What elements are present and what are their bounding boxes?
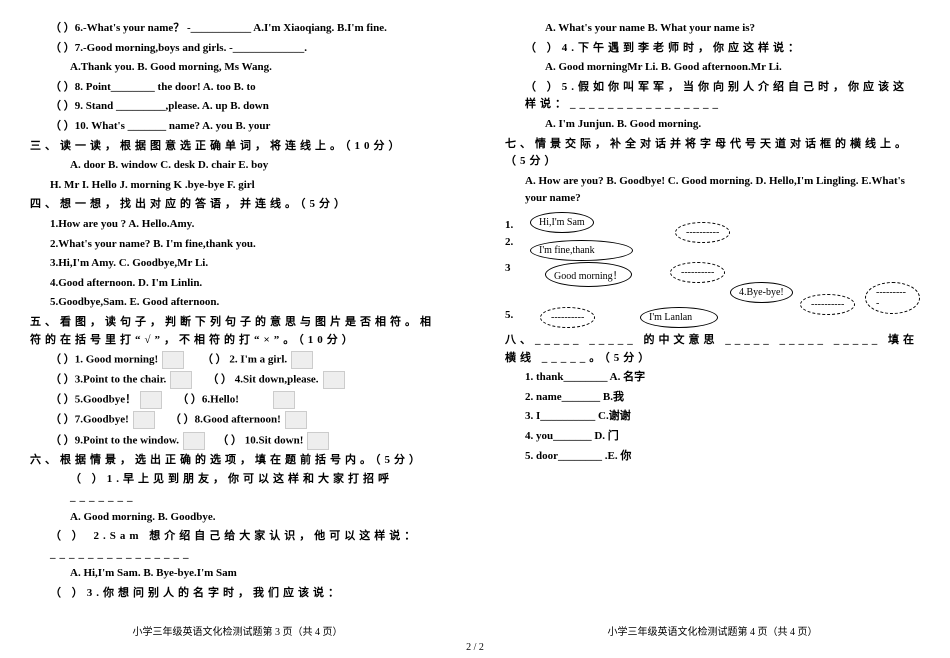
- s8-4: 4. you_______ D. 门: [505, 428, 920, 446]
- dialogue-bubbles: 1. 2. 3 5. Hi,I'm Sam I'm fine,thank Goo…: [505, 212, 920, 332]
- s8-1: 1. thank________ A. 名字: [505, 369, 920, 387]
- num5: 5.: [505, 307, 513, 325]
- s4-5: 5.Goodbye,Sam. E. Good afternoon.: [30, 294, 445, 312]
- s8-2: 2. name_______ B.我: [505, 389, 920, 407]
- bubble3: Good morning！: [545, 262, 632, 287]
- s5-row4: （ ）7.Goodbye! （ ）8.Good afternoon!: [30, 411, 445, 429]
- s6-5-opts: A. I'm Junjun. B. Good morning.: [505, 116, 920, 134]
- s5-7: （ ）7.Goodbye!: [50, 414, 129, 426]
- page-number: 2 / 2: [0, 642, 950, 653]
- s4-3: 3.Hi,I'm Amy. C. Goodbye,Mr Li.: [30, 255, 445, 273]
- s5-row1: （ ）1. Good morning! （ ） 2. I'm a girl.: [30, 351, 445, 369]
- s5-6: （ ）6.Hello!: [177, 394, 239, 406]
- q8: （ ）8. Point________ the door! A. too B. …: [30, 79, 445, 97]
- s5-4: （ ） 4.Sit down,please.: [207, 374, 318, 386]
- dashed4: ----------: [800, 294, 855, 315]
- image-icon: [323, 371, 345, 389]
- right-column: A. What's your name B. What your name is…: [475, 0, 950, 658]
- s6-2: （ ） 2.Sam 想介绍自己给大家认识，他可以这样说：____________…: [30, 528, 445, 563]
- image-icon: [291, 351, 313, 369]
- s6-3: （ ）3.你想问别人的名字时，我们应该说：: [30, 585, 445, 603]
- section3-opts2: H. Mr I. Hello J. morning K .bye-bye F. …: [30, 177, 445, 195]
- image-icon: [183, 432, 205, 450]
- bubble5: I'm Lanlan: [640, 307, 718, 328]
- section3-title: 三、读一读，根据图意选正确单词，将连线上。（10分）: [30, 138, 445, 156]
- s5-3: （ ）3.Point to the chair.: [50, 374, 166, 386]
- section7-title: 七、情景交际，补全对话并将字母代号天道对话框的横线上。（5分）: [505, 136, 920, 171]
- s4-1: 1.How are you ? A. Hello.Amy.: [30, 216, 445, 234]
- dashed1: ----------: [675, 222, 730, 243]
- s5-row5: （ ）9.Point to the window. （ ） 10.Sit dow…: [30, 432, 445, 450]
- s6-3-opts: A. What's your name B. What your name is…: [505, 20, 920, 38]
- s5-9: （ ）9.Point to the window.: [50, 434, 179, 446]
- s5-5: （ ）5.Goodbye！: [50, 394, 136, 406]
- s8-3: 3. I__________ C.谢谢: [505, 408, 920, 426]
- s5-10: （ ） 10.Sit down!: [217, 434, 303, 446]
- image-icon: [140, 391, 162, 409]
- q10: （ ）10. What's _______ name? A. you B. yo…: [30, 118, 445, 136]
- section8-title: 八、_____ _____ 的中文意思 _____ _____ _____ 填在…: [505, 332, 920, 367]
- s5-8: （ ）8.Good afternoon!: [170, 414, 281, 426]
- num3: 3: [505, 260, 511, 278]
- num2: 2.: [505, 234, 513, 252]
- left-footer: 小学三年级英语文化检测试题第 3 页（共 4 页）: [0, 623, 475, 638]
- dashed2: ----------: [670, 262, 725, 283]
- image-icon: [307, 432, 329, 450]
- image-icon: [133, 411, 155, 429]
- section3-opts1: A. door B. window C. desk D. chair E. bo…: [30, 157, 445, 175]
- q6: （ ）6.-What's your name？ -___________ A.I…: [30, 20, 445, 38]
- s5-row2: （ ）3.Point to the chair. （ ） 4.Sit down,…: [30, 371, 445, 389]
- section6-title: 六、根据情景，选出正确的选项，填在题前括号内。（5分）: [30, 452, 445, 470]
- s7-opts: A. How are you? B. Goodbye! C. Good morn…: [505, 173, 920, 208]
- image-icon: [273, 391, 295, 409]
- left-column: （ ）6.-What's your name？ -___________ A.I…: [0, 0, 475, 658]
- bubble2: I'm fine,thank: [530, 240, 633, 261]
- s4-2: 2.What's your name? B. I'm fine,thank yo…: [30, 236, 445, 254]
- s6-4: （ ）4.下午遇到李老师时，你应这样说：: [505, 40, 920, 58]
- s6-5: （ ）5.假如你叫军军，当你向别人介绍自己时，你应该这样说：__________…: [505, 79, 920, 114]
- q7-opts: A.Thank you. B. Good morning, Ms Wang.: [30, 59, 445, 77]
- s5-1: （ ）1. Good morning!: [50, 354, 158, 366]
- image-icon: [170, 371, 192, 389]
- s8-5: 5. door________ .E. 你: [505, 448, 920, 466]
- q9: （ ）9. Stand _________,please. A. up B. d…: [30, 98, 445, 116]
- s6-4-opts: A. Good morningMr Li. B. Good afternoon.…: [505, 59, 920, 77]
- s6-2-opts: A. Hi,I'm Sam. B. Bye-bye.I'm Sam: [30, 565, 445, 583]
- image-icon: [285, 411, 307, 429]
- s6-1: （ ）1.早上见到朋友，你可以这样和大家打招呼_______: [30, 471, 445, 506]
- dashed3: ----------: [540, 307, 595, 328]
- section4-title: 四、想一想，找出对应的答语，并连线。（5分）: [30, 196, 445, 214]
- s6-1-opts: A. Good morning. B. Goodbye.: [30, 509, 445, 527]
- right-footer: 小学三年级英语文化检测试题第 4 页（共 4 页）: [475, 623, 950, 638]
- bubble1: Hi,I'm Sam: [530, 212, 594, 233]
- s4-4: 4.Good afternoon. D. I'm Linlin.: [30, 275, 445, 293]
- section5-title: 五、看图，读句子，判断下列句子的意思与图片是否相符。相符的在括号里打“√”，不相…: [30, 314, 445, 349]
- image-icon: [162, 351, 184, 369]
- dashed5: ----------: [865, 282, 920, 314]
- s5-row3: （ ）5.Goodbye！ （ ）6.Hello!: [30, 391, 445, 409]
- s5-2: （ ） 2. I'm a girl.: [202, 354, 287, 366]
- num1: 1.: [505, 217, 513, 235]
- bubble4: 4.Bye-bye!: [730, 282, 793, 303]
- q7: （ ）7.-Good morning,boys and girls. -____…: [30, 40, 445, 58]
